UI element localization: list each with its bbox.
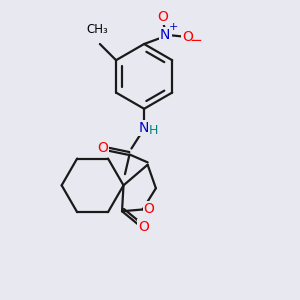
Text: N: N <box>160 28 170 42</box>
Text: O: O <box>98 141 108 154</box>
Text: −: − <box>190 33 203 48</box>
Text: O: O <box>144 202 154 217</box>
Text: O: O <box>157 10 168 24</box>
Text: O: O <box>182 30 193 44</box>
Text: +: + <box>169 22 178 32</box>
Text: CH₃: CH₃ <box>87 23 108 36</box>
Text: N: N <box>139 121 149 135</box>
Text: O: O <box>138 220 149 234</box>
Text: H: H <box>148 124 158 137</box>
